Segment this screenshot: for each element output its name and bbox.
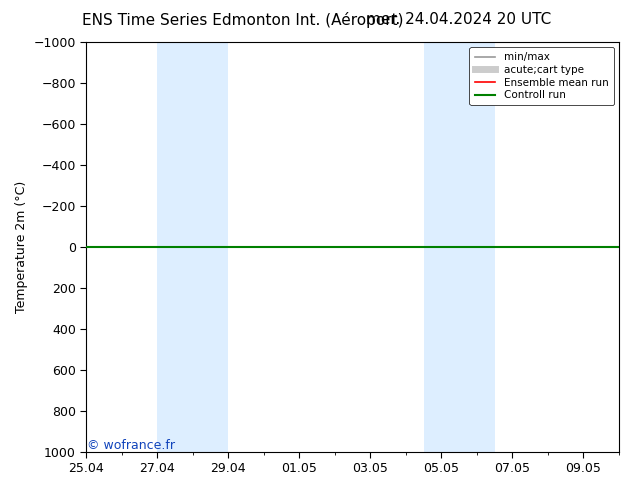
- Y-axis label: Temperature 2m (°C): Temperature 2m (°C): [15, 181, 28, 313]
- Bar: [453, 42, 495, 452]
- Bar: [187, 42, 228, 452]
- Bar: [157, 42, 187, 452]
- Text: ENS Time Series Edmonton Int. (Aéroport): ENS Time Series Edmonton Int. (Aéroport): [82, 12, 404, 28]
- Legend: min/max, acute;cart type, Ensemble mean run, Controll run: min/max, acute;cart type, Ensemble mean …: [469, 47, 614, 105]
- Text: © wofrance.fr: © wofrance.fr: [87, 439, 175, 452]
- Bar: [424, 42, 453, 452]
- Text: mer. 24.04.2024 20 UTC: mer. 24.04.2024 20 UTC: [366, 12, 552, 27]
